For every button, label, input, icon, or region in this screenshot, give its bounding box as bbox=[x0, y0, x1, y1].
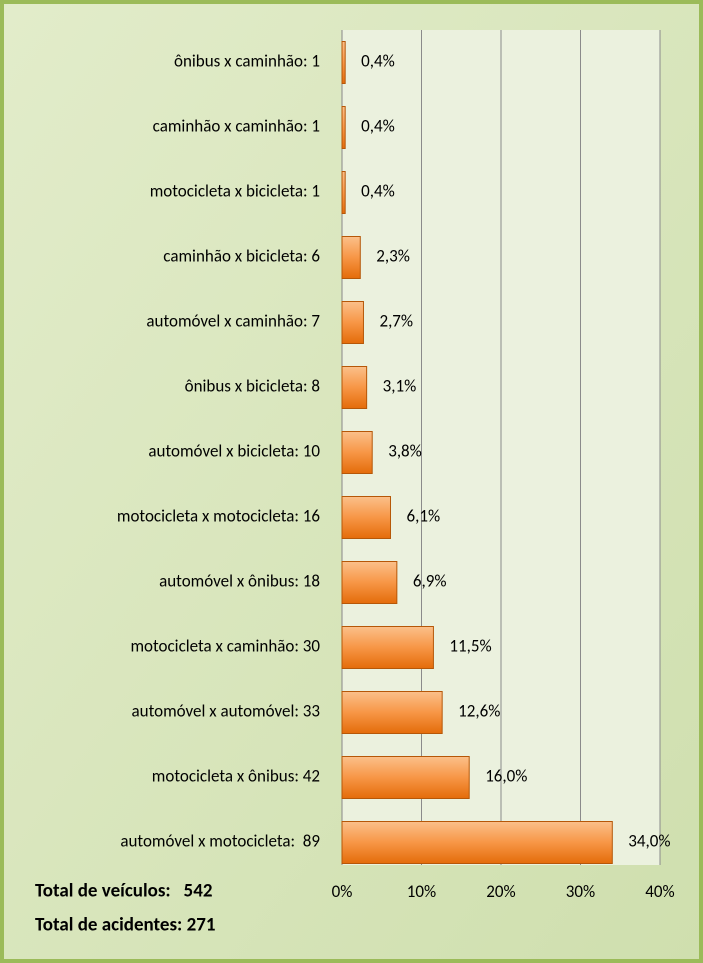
x-tick-label: 20% bbox=[486, 881, 515, 902]
value-label: 2,7% bbox=[379, 311, 413, 332]
category-label: motocicleta x ônibus: 42 bbox=[152, 766, 320, 787]
value-label: 0,4% bbox=[361, 181, 395, 202]
annotation: Total de acidentes: 271 bbox=[35, 914, 215, 937]
value-label: 11,5% bbox=[449, 636, 491, 657]
bar bbox=[341, 41, 346, 84]
category-label: caminhão x caminhão: 1 bbox=[153, 116, 320, 137]
value-label: 3,1% bbox=[383, 376, 417, 397]
category-label: automóvel x automóvel: 33 bbox=[132, 701, 321, 722]
value-label: 0,4% bbox=[361, 116, 395, 137]
category-label: ônibus x bicicleta: 8 bbox=[185, 376, 320, 397]
bar bbox=[341, 301, 364, 344]
value-label: 34,0% bbox=[628, 831, 670, 852]
x-tick-label: 0% bbox=[332, 881, 353, 902]
bar bbox=[341, 626, 434, 669]
x-tick-label: 10% bbox=[407, 881, 436, 902]
x-tick-label: 40% bbox=[645, 881, 674, 902]
bar bbox=[341, 106, 346, 149]
category-label: ônibus x caminhão: 1 bbox=[174, 51, 320, 72]
value-label: 12,6% bbox=[458, 701, 500, 722]
annotation: Total de veículos: 542 bbox=[35, 880, 212, 903]
bar bbox=[341, 561, 398, 604]
category-label: motocicleta x caminhão: 30 bbox=[130, 636, 320, 657]
value-label: 6,1% bbox=[406, 506, 440, 527]
bar bbox=[341, 366, 368, 409]
bar bbox=[341, 756, 470, 799]
bar bbox=[341, 496, 391, 539]
category-label: automóvel x ônibus: 18 bbox=[159, 571, 320, 592]
x-tick-label: 30% bbox=[566, 881, 595, 902]
category-label: automóvel x caminhão: 7 bbox=[146, 311, 320, 332]
bar bbox=[341, 691, 443, 734]
category-label: caminhão x bicicleta: 6 bbox=[163, 246, 320, 267]
category-label: motocicleta x motocicleta: 16 bbox=[117, 506, 320, 527]
value-label: 3,8% bbox=[388, 441, 422, 462]
bar bbox=[341, 431, 373, 474]
value-label: 6,9% bbox=[413, 571, 447, 592]
bar bbox=[341, 171, 346, 214]
value-label: 2,3% bbox=[376, 246, 410, 267]
category-label: automóvel x motocicleta: 89 bbox=[120, 831, 320, 852]
bar bbox=[341, 821, 613, 864]
value-label: 16,0% bbox=[485, 766, 527, 787]
value-label: 0,4% bbox=[361, 51, 395, 72]
bar bbox=[341, 236, 361, 279]
category-label: motocicleta x bicicleta: 1 bbox=[150, 181, 320, 202]
category-label: automóvel x bicicleta: 10 bbox=[148, 441, 320, 462]
